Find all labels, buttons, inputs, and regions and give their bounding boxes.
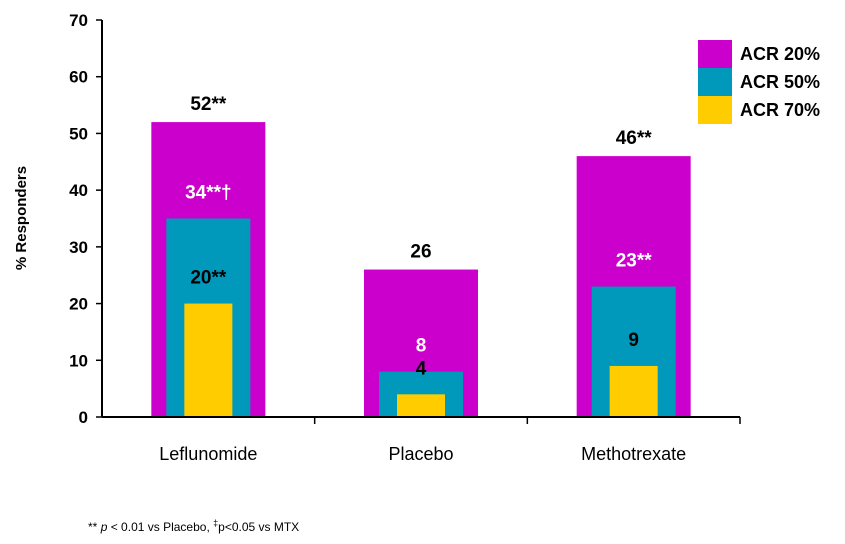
axes-group: Leflunomide Placebo Methotrexate 0 10 20 30 40 5… <box>69 11 741 464</box>
footnote-condition-2: p<0.05 vs MTX <box>218 520 300 534</box>
data-label-acr-50-leflunomide: 34**† <box>185 183 232 204</box>
x-tick-label-leflunomide: Leflunomide <box>159 444 257 464</box>
y-tick-label: 20 <box>69 295 88 314</box>
bar-acr-70-methotrexate <box>609 365 658 417</box>
data-label-acr-20-methotrexate: 46** <box>616 128 653 149</box>
data-label-acr-70-leflunomide: 20** <box>190 268 227 289</box>
data-label-acr-70-methotrexate: 9 <box>628 330 639 351</box>
data-label-acr-70-placebo: 4 <box>416 358 427 379</box>
data-label-acr-50-placebo: 8 <box>416 336 427 357</box>
y-axis-label: % Responders <box>13 166 30 270</box>
y-tick-label: 0 <box>79 408 88 427</box>
data-label-acr-20-placebo: 26 <box>410 242 431 263</box>
data-label-acr-20-leflunomide: 52** <box>190 94 227 115</box>
y-tick-label: 70 <box>69 11 88 30</box>
footnote-dagger: ‡ <box>213 518 219 528</box>
y-tick-label: 10 <box>69 351 88 370</box>
footnote-stars: ** <box>88 520 98 534</box>
footnote-p: p <box>100 520 108 534</box>
y-tick-label: 40 <box>69 181 88 200</box>
y-tick-label: 30 <box>69 238 88 257</box>
bar-acr-70-placebo <box>397 394 445 417</box>
x-tick-label-methotrexate: Methotrexate <box>581 444 686 464</box>
legend-swatch-acr-20 <box>698 40 732 68</box>
bars-group <box>151 122 691 417</box>
legend-swatch-acr-50 <box>698 68 732 96</box>
footnote: ** p < 0.01 vs Placebo, ‡p<0.05 vs MTX <box>88 518 299 534</box>
bar-chart: 52** 34**† 20** 26 84 46** 23** 9 Leflunomide Pl… <box>13 11 820 464</box>
bar-labels-group: 52** 34**† 20** 26 84 46** 23** 9 <box>185 94 652 379</box>
bar-acr-70-leflunomide <box>184 303 233 417</box>
data-label-acr-50-methotrexate: 23** <box>616 251 653 272</box>
legend-label-acr-20: ACR 20% <box>740 44 820 64</box>
y-tick-label: 50 <box>69 124 88 143</box>
footnote-condition-1: < 0.01 vs Placebo, <box>110 520 214 534</box>
y-tick-label: 60 <box>69 68 88 87</box>
x-tick-label-placebo: Placebo <box>388 444 453 464</box>
legend-swatch-acr-70 <box>698 96 732 124</box>
legend: ACR 20% ACR 50% ACR 70% <box>698 40 820 124</box>
legend-label-acr-70: ACR 70% <box>740 100 820 120</box>
legend-label-acr-50: ACR 50% <box>740 72 820 92</box>
